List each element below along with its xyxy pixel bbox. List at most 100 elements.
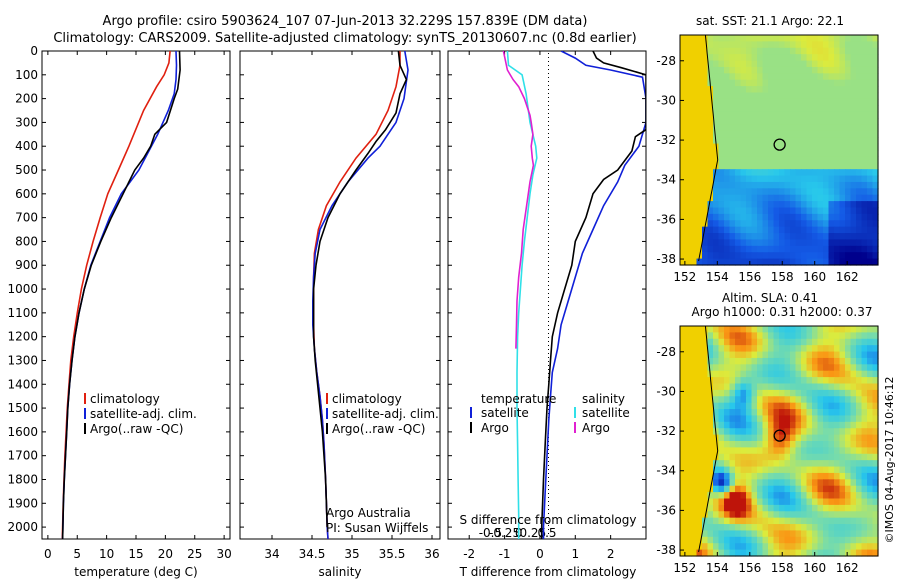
map-cell xyxy=(757,54,764,62)
map-cell xyxy=(757,524,764,532)
map-cell xyxy=(856,517,863,525)
map-cell xyxy=(779,137,786,145)
map-cell xyxy=(850,530,857,538)
map-cell xyxy=(872,54,879,62)
map-cell xyxy=(850,233,857,241)
map-cell xyxy=(806,326,813,333)
map-cell xyxy=(746,351,753,359)
map-cell xyxy=(685,409,692,417)
map-cell xyxy=(801,364,808,372)
map-cell xyxy=(784,181,791,189)
map-cell xyxy=(691,543,698,551)
map-cell xyxy=(702,511,709,519)
map-cell xyxy=(740,326,747,333)
map-cell xyxy=(779,60,786,68)
map-cell xyxy=(872,66,879,74)
map-cell xyxy=(718,92,725,100)
map-cell xyxy=(779,511,786,519)
legend-swatch-satellite xyxy=(84,408,86,419)
map-cell xyxy=(740,201,747,209)
map-cell xyxy=(845,504,852,512)
map-cell xyxy=(801,460,808,468)
map-cell xyxy=(718,143,725,151)
map-cell xyxy=(724,239,731,247)
map-cell xyxy=(823,54,830,62)
map-cell xyxy=(724,498,731,506)
map-cell xyxy=(768,409,775,417)
x-tick-label: 35 xyxy=(344,547,359,561)
temperature-legend: climatology satellite-adj. clim. Argo(..… xyxy=(84,392,197,436)
map-cell xyxy=(812,466,819,474)
map-cell xyxy=(696,175,703,183)
map-cell xyxy=(768,530,775,538)
map-cell xyxy=(724,60,731,68)
map-cell xyxy=(718,54,725,62)
map-cell xyxy=(872,332,879,340)
map-cell xyxy=(779,357,786,365)
map-cell xyxy=(773,162,780,170)
map-cell xyxy=(740,233,747,241)
map-cell xyxy=(718,86,725,94)
map-cell xyxy=(718,479,725,487)
map-cell xyxy=(702,383,709,391)
map-cell xyxy=(740,460,747,468)
map-cell xyxy=(861,345,868,353)
map-cell xyxy=(801,213,808,221)
map-cell xyxy=(762,188,769,196)
map-cell xyxy=(817,421,824,429)
map-cell xyxy=(856,530,863,538)
map-cell xyxy=(724,220,731,228)
map-cell xyxy=(707,351,714,359)
map-cell xyxy=(850,389,857,397)
map-cell xyxy=(850,466,857,474)
map-cell xyxy=(795,549,802,557)
map-cell xyxy=(729,60,736,68)
map-cell xyxy=(696,188,703,196)
map-cell xyxy=(729,530,736,538)
map-cell xyxy=(784,345,791,353)
map-cell xyxy=(779,479,786,487)
map-cell xyxy=(839,345,846,353)
map-cell xyxy=(817,370,824,378)
map-cell xyxy=(845,54,852,62)
map-cell xyxy=(762,370,769,378)
map-cell xyxy=(828,41,835,49)
map-cell xyxy=(839,92,846,100)
map-cell xyxy=(823,492,830,500)
map-cell xyxy=(801,357,808,365)
map-cell xyxy=(801,245,808,253)
map-cell xyxy=(757,485,764,493)
map-cell xyxy=(823,258,830,266)
map-cell xyxy=(691,233,698,241)
map-cell xyxy=(757,105,764,113)
map-cell xyxy=(696,364,703,372)
map-cell xyxy=(713,549,720,557)
map-x-tick-label: 154 xyxy=(706,561,729,575)
map-cell xyxy=(751,345,758,353)
map-cell xyxy=(872,415,879,423)
map-cell xyxy=(696,213,703,221)
map-cell xyxy=(845,434,852,442)
map-cell xyxy=(713,207,720,215)
map-cell xyxy=(795,460,802,468)
map-cell xyxy=(680,79,687,87)
map-cell xyxy=(702,226,709,234)
map-cell xyxy=(762,92,769,100)
map-cell xyxy=(790,137,797,145)
map-cell xyxy=(724,421,731,429)
map-cell xyxy=(856,511,863,519)
map-cell xyxy=(823,188,830,196)
map-cell xyxy=(685,162,692,170)
map-cell xyxy=(680,453,687,461)
map-cell xyxy=(872,86,879,94)
map-cell xyxy=(746,54,753,62)
map-cell xyxy=(696,453,703,461)
map-cell xyxy=(801,188,808,196)
map-cell xyxy=(729,402,736,410)
depth-tick-label: 1800 xyxy=(7,472,38,486)
map-cell xyxy=(850,364,857,372)
map-cell xyxy=(746,485,753,493)
map-cell xyxy=(691,479,698,487)
map-cell xyxy=(779,466,786,474)
map-cell xyxy=(707,98,714,106)
